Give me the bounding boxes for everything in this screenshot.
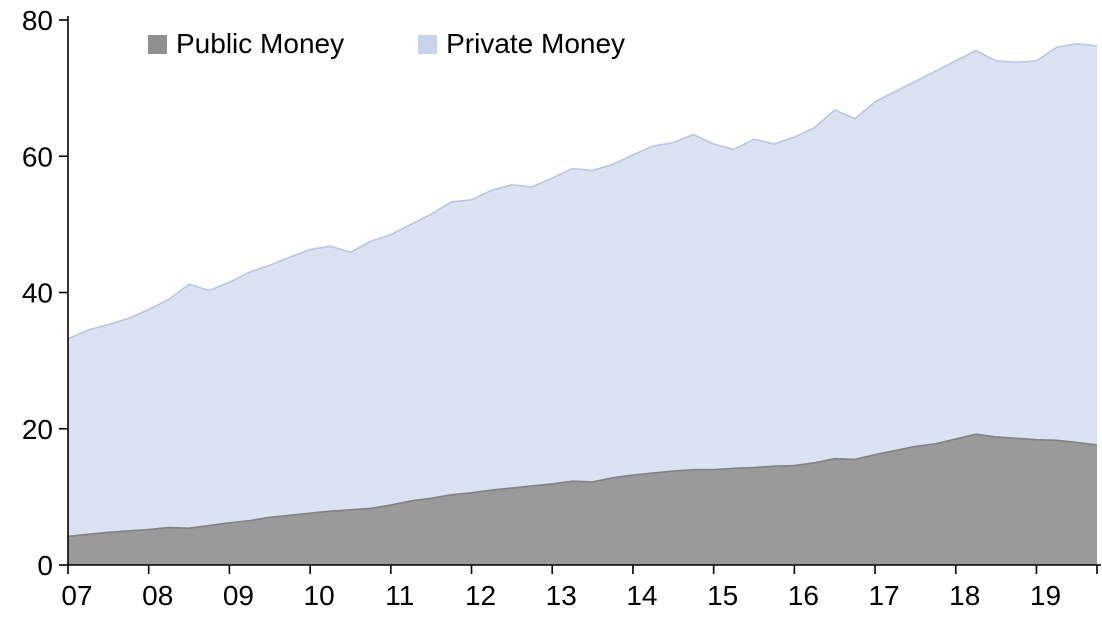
legend: Public Money Private Money	[148, 30, 625, 58]
y-tick-label: 80	[22, 5, 53, 36]
x-tick-label: 09	[223, 580, 254, 611]
area-public-money	[68, 434, 1097, 565]
x-tick-label: 12	[465, 580, 496, 611]
x-tick-label: 11	[385, 580, 414, 611]
legend-label-private-money: Private Money	[446, 28, 626, 59]
area-private-money	[68, 43, 1097, 565]
y-tick-label: 60	[22, 141, 53, 172]
line-private-money-top	[67, 43, 1098, 340]
x-tick-label: 10	[304, 580, 335, 611]
x-tick-label: 18	[949, 580, 980, 611]
line-public-money-top	[67, 433, 1098, 538]
x-tick-label: 19	[1030, 580, 1061, 611]
legend-item-private-money: Private Money	[418, 30, 625, 58]
x-tick-label: 17	[868, 580, 899, 611]
legend-swatch-public-money-icon	[148, 34, 167, 54]
x-tick-label: 07	[61, 580, 92, 611]
x-tick-label: 16	[788, 580, 819, 611]
y-tick-label: 40	[22, 278, 53, 309]
y-tick-label: 0	[37, 550, 53, 581]
legend-item-public-money: Public Money	[148, 30, 344, 58]
legend-swatch-private-money-icon	[418, 34, 438, 54]
x-tick-label: 14	[626, 580, 657, 611]
x-tick-label: 13	[546, 580, 577, 611]
y-tick-label: 20	[22, 414, 53, 445]
x-tick-label: 08	[142, 580, 173, 611]
x-tick-label: 15	[707, 580, 738, 611]
legend-label-public-money: Public Money	[176, 28, 345, 59]
